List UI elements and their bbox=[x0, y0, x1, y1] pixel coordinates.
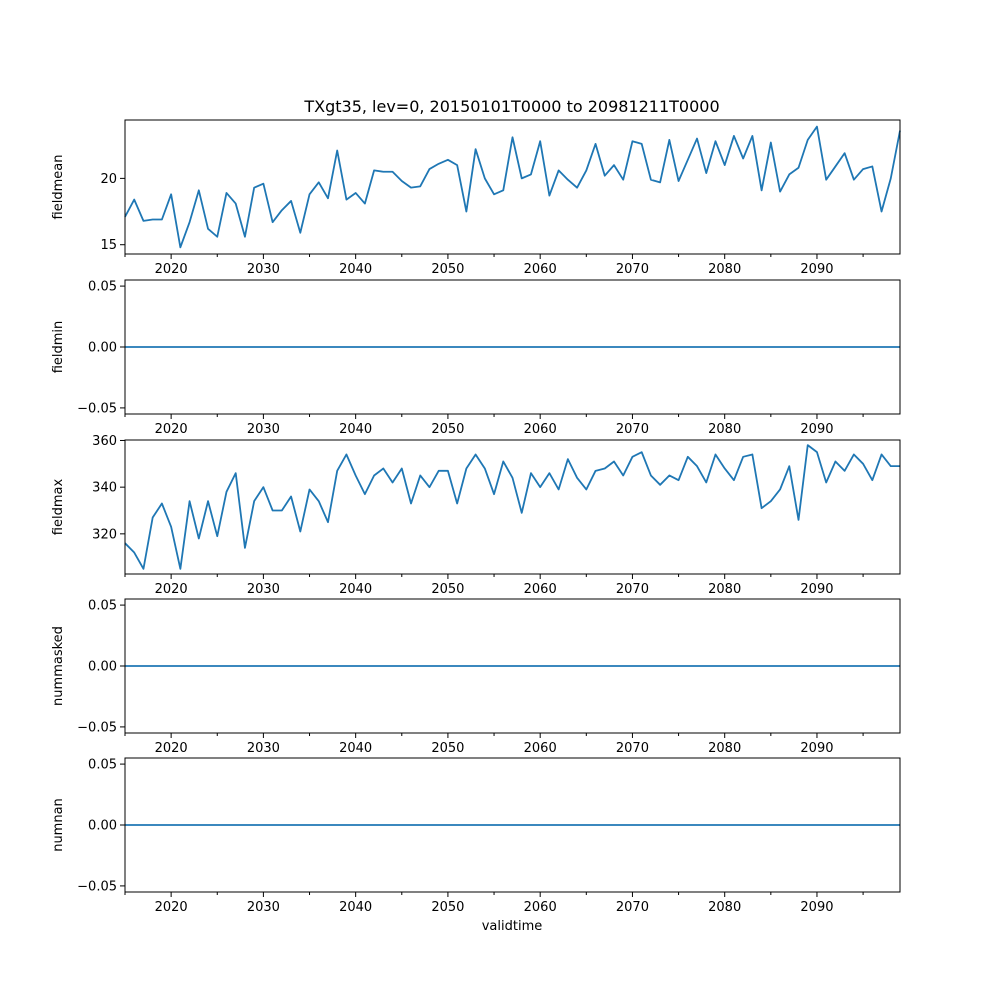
fieldmean-xtick-label: 2080 bbox=[708, 262, 741, 277]
x-axis-label: validtime bbox=[482, 919, 543, 934]
nummasked-xtick-label: 2050 bbox=[431, 741, 464, 756]
numnan-xtick-label: 2020 bbox=[155, 900, 188, 915]
nummasked-xtick-label: 2080 bbox=[708, 741, 741, 756]
nummasked-ytick-label: −0.05 bbox=[77, 720, 117, 735]
fieldmin-ytick-label: 0.00 bbox=[88, 341, 117, 356]
nummasked-xtick-label: 2030 bbox=[247, 741, 280, 756]
fieldmean-xtick-label: 2060 bbox=[524, 262, 557, 277]
numnan-xtick-label: 2050 bbox=[431, 900, 464, 915]
panel-nummasked: 2020 2030 2040 2050 2060 2070 2080 2090 −0.05 0.0… bbox=[51, 598, 901, 756]
fieldmax-ytick-label: 320 bbox=[92, 527, 117, 542]
numnan-xtick-label: 2090 bbox=[800, 900, 833, 915]
nummasked-y-axis-label: nummasked bbox=[51, 626, 66, 706]
fieldmax-ytick-label: 340 bbox=[92, 481, 117, 496]
fieldmax-xtick-label: 2040 bbox=[339, 582, 372, 597]
nummasked-xtick-label: 2070 bbox=[616, 741, 649, 756]
fieldmax-xtick-label: 2080 bbox=[708, 582, 741, 597]
fieldmin-xtick-label: 2050 bbox=[431, 422, 464, 437]
panel-fieldmean: 2020 2030 2040 2050 2060 2070 2080 2090 15 20 fiel… bbox=[51, 119, 901, 277]
numnan-ytick-label: −0.05 bbox=[77, 879, 117, 894]
panel-fieldmax: 2020 2030 2040 2050 2060 2070 2080 2090 320 340 36… bbox=[51, 434, 901, 597]
nummasked-xtick-label: 2090 bbox=[800, 741, 833, 756]
fieldmax-xtick-label: 2070 bbox=[616, 582, 649, 597]
fieldmax-axes-frame bbox=[124, 439, 901, 575]
chart-title: TXgt35, lev=0, 20150101T0000 to 20981211… bbox=[303, 97, 719, 116]
fieldmax-y-axis-label: fieldmax bbox=[51, 479, 66, 536]
nummasked-xtick-label: 2020 bbox=[155, 741, 188, 756]
fieldmin-y-axis-label: fieldmin bbox=[51, 321, 66, 374]
fieldmin-xtick-label: 2090 bbox=[800, 422, 833, 437]
fieldmean-xtick-label: 2020 bbox=[155, 262, 188, 277]
fieldmean-ytick-label: 20 bbox=[100, 172, 117, 187]
nummasked-xtick-label: 2040 bbox=[339, 741, 372, 756]
numnan-xtick-label: 2060 bbox=[524, 900, 557, 915]
fieldmin-xtick-label: 2030 bbox=[247, 422, 280, 437]
panels: 2020 2030 2040 2050 2060 2070 2080 2090 15 20 fiel… bbox=[51, 119, 901, 915]
numnan-ytick-label: 0.05 bbox=[88, 758, 117, 773]
fieldmax-xtick-label: 2050 bbox=[431, 582, 464, 597]
numnan-xtick-label: 2080 bbox=[708, 900, 741, 915]
panel-fieldmin: 2020 2030 2040 2050 2060 2070 2080 2090 −0.05 0.0… bbox=[51, 279, 901, 437]
fieldmin-ytick-label: −0.05 bbox=[77, 401, 117, 416]
numnan-xtick-label: 2040 bbox=[339, 900, 372, 915]
fieldmax-xtick-label: 2060 bbox=[524, 582, 557, 597]
numnan-ytick-label: 0.00 bbox=[88, 819, 117, 834]
fieldmean-xtick-label: 2070 bbox=[616, 262, 649, 277]
fieldmean-xtick-label: 2030 bbox=[247, 262, 280, 277]
fieldmean-ytick-label: 15 bbox=[100, 238, 117, 253]
fieldmax-series-line bbox=[124, 444, 900, 570]
numnan-xtick-label: 2030 bbox=[247, 900, 280, 915]
fieldmin-xtick-label: 2040 bbox=[339, 422, 372, 437]
fieldmin-ytick-label: 0.05 bbox=[88, 280, 117, 295]
nummasked-ytick-label: 0.00 bbox=[88, 660, 117, 675]
fieldmin-xtick-label: 2070 bbox=[616, 422, 649, 437]
fieldmean-axes-frame bbox=[124, 119, 901, 255]
fieldmin-xtick-label: 2060 bbox=[524, 422, 557, 437]
fieldmax-ytick-label: 360 bbox=[92, 434, 117, 449]
fieldmin-xtick-label: 2020 bbox=[155, 422, 188, 437]
fieldmax-xtick-label: 2030 bbox=[247, 582, 280, 597]
fieldmax-xtick-label: 2090 bbox=[800, 582, 833, 597]
panel-numnan: 2020 2030 2040 2050 2060 2070 2080 2090 −0.05 0.0… bbox=[51, 757, 901, 915]
nummasked-xtick-label: 2060 bbox=[524, 741, 557, 756]
fieldmin-xtick-label: 2080 bbox=[708, 422, 741, 437]
numnan-y-axis-label: numnan bbox=[51, 798, 66, 852]
nummasked-ytick-label: 0.05 bbox=[88, 599, 117, 614]
numnan-xtick-label: 2070 bbox=[616, 900, 649, 915]
fieldmean-series-line bbox=[124, 125, 901, 249]
fieldmean-xtick-label: 2040 bbox=[339, 262, 372, 277]
fieldmean-xtick-label: 2090 bbox=[800, 262, 833, 277]
fieldmean-y-axis-label: fieldmean bbox=[51, 155, 66, 220]
fieldmax-xtick-label: 2020 bbox=[155, 582, 188, 597]
fieldmean-xtick-label: 2050 bbox=[431, 262, 464, 277]
